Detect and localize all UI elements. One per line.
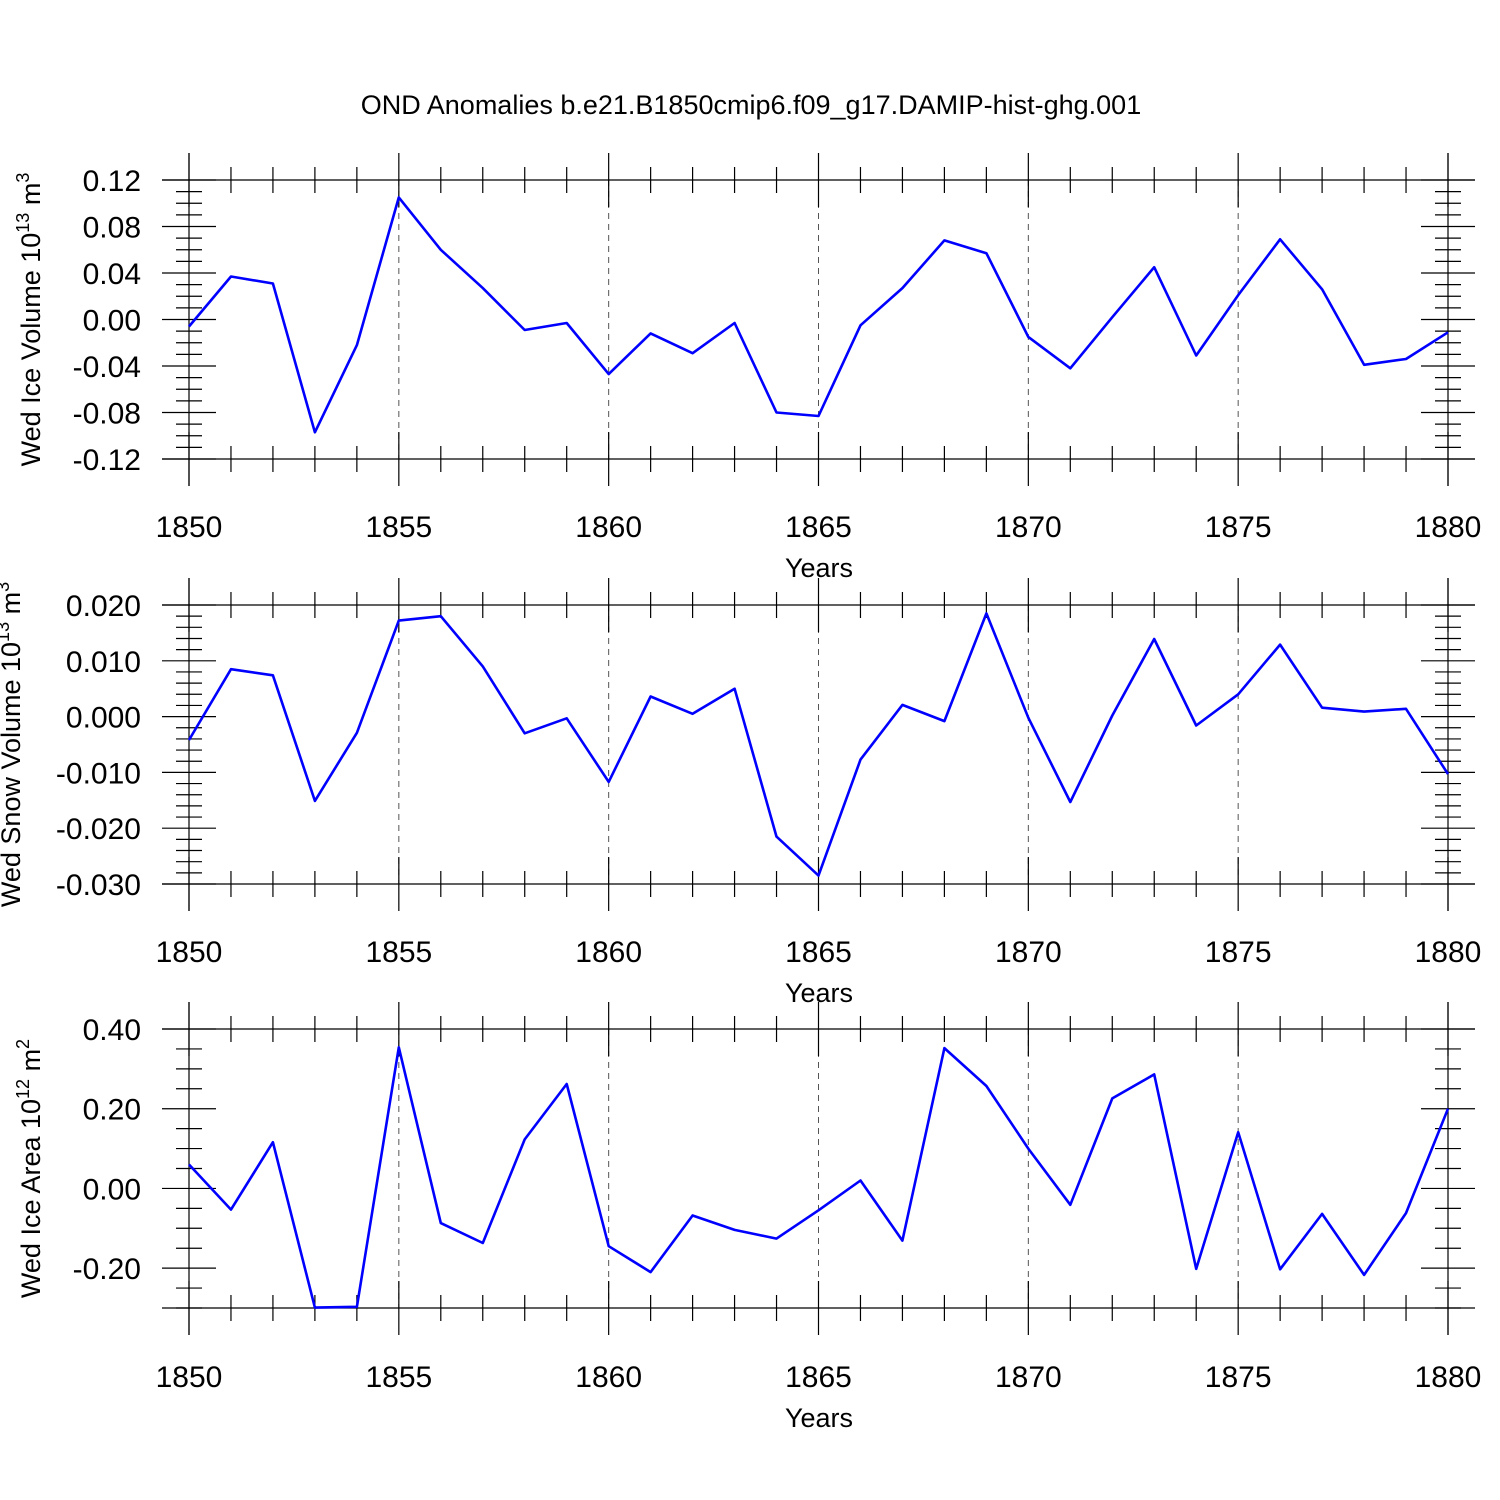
x-tick-label: 1855 (365, 511, 432, 544)
y-tick-label: 0.020 (66, 590, 141, 623)
series-line-snow-volume (187, 612, 1450, 877)
y-tick-label: 0.010 (66, 646, 141, 679)
x-tick-label: 1865 (785, 936, 852, 969)
x-tick-label: 1860 (575, 936, 642, 969)
y-tick-label: 0.08 (83, 212, 141, 245)
x-tick-label: 1870 (995, 1361, 1062, 1394)
y-tick-label: -0.020 (56, 813, 141, 846)
y-tick-label: -0.20 (73, 1253, 141, 1286)
panel-snow-volume: 1850 1855 1860 1865 1870 1875 1880 -0.030 -0.020… (0, 578, 1481, 1008)
panel-ice-area: 1850 1855 1860 1865 1870 1875 1880 -0.20 0.00 0.2… (13, 1002, 1481, 1433)
x-tick-label: 1875 (1205, 511, 1272, 544)
x-tick-label: 1865 (785, 1361, 852, 1394)
y-axis-title: Wed Snow Volume 1013 m3 (0, 582, 26, 907)
x-tick-label: 1875 (1205, 936, 1272, 969)
y-tick-label: 0.40 (83, 1014, 141, 1047)
y-tick-label: 0.04 (83, 258, 141, 291)
y-tick-label: 0.00 (83, 305, 141, 338)
y-tick-label: 0.000 (66, 702, 141, 735)
x-tick-label: 1860 (575, 511, 642, 544)
x-tick-label: 1870 (995, 511, 1062, 544)
y-tick-label: -0.030 (56, 869, 141, 902)
y-tick-label: 0.12 (83, 165, 141, 198)
x-tick-label: 1860 (575, 1361, 642, 1394)
series-line-ice-area (188, 1046, 1450, 1309)
y-tick-label: -0.04 (73, 351, 141, 384)
x-tick-label: 1880 (1415, 511, 1482, 544)
x-tick-label: 1855 (365, 936, 432, 969)
x-tick-label: 1850 (156, 1361, 223, 1394)
panel-ice-volume: 1850 1855 1860 1865 1870 1875 1880 -0.12 -0.08 -0… (13, 153, 1481, 583)
x-tick-label: 1865 (785, 511, 852, 544)
y-tick-label: -0.12 (73, 444, 141, 477)
y-tick-label: -0.010 (56, 757, 141, 790)
x-tick-label: 1875 (1205, 1361, 1272, 1394)
x-tick-label: 1870 (995, 936, 1062, 969)
series-line-ice-volume (188, 196, 1449, 434)
x-tick-label: 1850 (156, 511, 223, 544)
figure-title: OND Anomalies b.e21.B1850cmip6.f09_g17.D… (361, 90, 1141, 120)
y-axis-title: Wed Ice Area 1012 m2 (13, 1039, 46, 1298)
y-tick-label: -0.08 (73, 398, 141, 431)
y-tick-label: 0.00 (83, 1173, 141, 1206)
x-tick-label: 1855 (365, 1361, 432, 1394)
y-axis-title: Wed Ice Volume 1013 m3 (13, 173, 46, 467)
x-axis-title: Years (785, 1403, 853, 1433)
x-tick-label: 1880 (1415, 1361, 1482, 1394)
y-tick-label: 0.20 (83, 1094, 141, 1127)
x-tick-label: 1850 (156, 936, 223, 969)
x-tick-label: 1880 (1415, 936, 1482, 969)
